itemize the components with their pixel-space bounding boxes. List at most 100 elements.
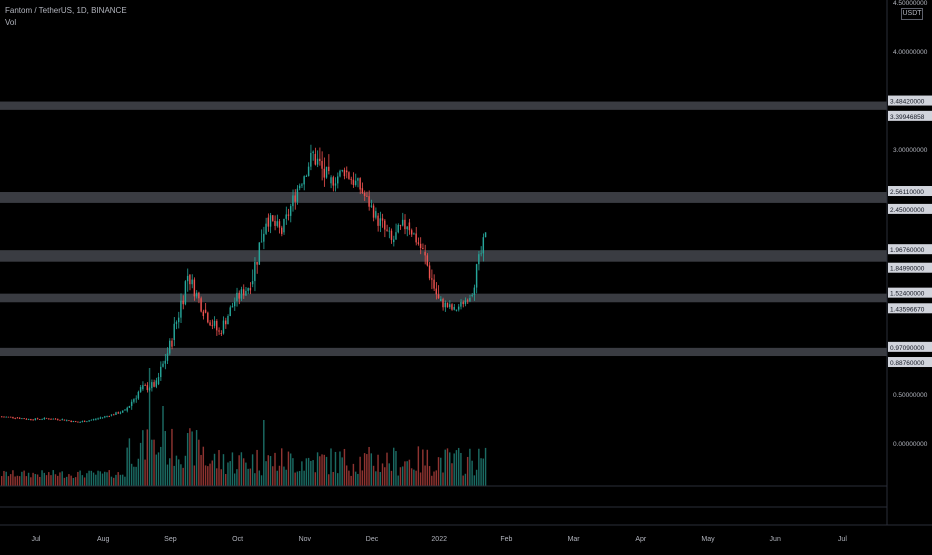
volume-bar: [153, 439, 155, 486]
zone-band-2: [0, 250, 887, 262]
candle-body: [41, 419, 43, 420]
candle-body: [460, 302, 462, 307]
candle-body: [195, 292, 198, 297]
candle: [57, 418, 59, 421]
candle-body: [92, 419, 95, 420]
candle: [200, 296, 202, 313]
candle: [386, 224, 388, 232]
volume-bar: [312, 460, 314, 486]
candle-body: [258, 242, 261, 265]
candle-body: [211, 325, 213, 327]
volume-bar: [207, 466, 209, 486]
volume-bar: [278, 465, 281, 486]
volume-bar: [133, 466, 135, 486]
volume-bar: [88, 470, 90, 486]
volume-bar: [157, 452, 160, 486]
candle-body: [5, 416, 7, 418]
volume-bar: [473, 475, 476, 486]
currency-badge[interactable]: USDT: [901, 8, 923, 20]
volume-bar: [204, 465, 207, 486]
candle: [227, 314, 229, 325]
candle: [296, 185, 299, 205]
candle: [428, 262, 431, 281]
candle: [34, 418, 37, 421]
volume-bar: [41, 470, 43, 486]
candle: [14, 417, 16, 420]
candle-body: [451, 304, 453, 310]
candle-body: [182, 300, 184, 305]
candle: [316, 150, 319, 168]
volume-bar: [395, 451, 397, 486]
volume-bar: [294, 472, 296, 486]
candle-body: [68, 420, 70, 422]
zone-high-label: 0.97090000: [890, 345, 925, 352]
volume-bar: [386, 452, 388, 486]
price-axis: 4.50000000 4.00000000 3.00000000 0.50000000…: [893, 0, 928, 448]
candle-body: [121, 410, 124, 413]
volume-bar: [101, 473, 104, 486]
candle: [249, 282, 252, 295]
candle-body: [77, 421, 79, 423]
candle-body: [180, 300, 182, 318]
time-tick-label: Jul: [32, 536, 41, 543]
candle-body: [305, 175, 308, 177]
candle: [368, 190, 370, 211]
volume-bar: [352, 463, 355, 486]
candle: [86, 421, 88, 423]
candle-body: [375, 211, 377, 218]
zone-price-labels: 3.48420000 3.39946858 2.56110000 2.45000000…: [888, 95, 932, 368]
volume-bar: [298, 471, 301, 486]
candle: [352, 172, 355, 188]
volume-bar: [229, 461, 231, 486]
candle-body: [484, 232, 487, 238]
price-tick-label: 0.50000000: [893, 392, 928, 399]
candle: [446, 302, 449, 308]
volume-bar: [110, 476, 113, 486]
candle-body: [437, 294, 440, 299]
zone-label-pair-1: 2.56110000 2.45000000: [888, 186, 932, 214]
candle-body: [370, 205, 373, 207]
volume-bar: [379, 471, 381, 486]
candle: [323, 157, 325, 187]
candle: [292, 189, 294, 212]
volume-bar: [45, 475, 48, 486]
volume-bar: [410, 468, 413, 486]
candle: [417, 237, 420, 246]
candle-body: [482, 237, 485, 254]
candle-body: [410, 230, 413, 235]
candle-body: [384, 220, 386, 230]
volume-bar: [339, 451, 341, 486]
candle: [21, 417, 23, 420]
volume-bar: [384, 467, 386, 486]
zone-label-bg: [888, 287, 932, 298]
candle: [350, 176, 352, 185]
candle-body: [440, 299, 442, 301]
candle-body: [473, 287, 476, 295]
candle: [422, 243, 424, 250]
volume-bar: [316, 452, 319, 486]
volume-bar: [274, 452, 276, 486]
volume-bar: [254, 473, 256, 486]
candle: [216, 319, 218, 336]
candle-body: [115, 412, 117, 415]
volume-bar: [334, 451, 337, 486]
candle-body: [453, 306, 455, 310]
candle-body: [222, 320, 225, 334]
candle: [482, 233, 485, 262]
candle-body: [433, 279, 435, 289]
volume-bar: [260, 475, 263, 486]
zone-low-label: 2.45000000: [890, 207, 925, 214]
volume-bar: [381, 463, 384, 486]
candle-body: [413, 233, 415, 235]
volume-bar: [357, 473, 359, 486]
volume-bar: [139, 442, 142, 486]
candle: [301, 182, 303, 189]
candle: [330, 175, 332, 189]
candle-body: [399, 224, 402, 226]
price-tick-label: 4.50000000: [893, 0, 928, 7]
candle: [366, 191, 368, 197]
candle: [451, 303, 453, 311]
candle: [189, 274, 191, 291]
candle: [204, 303, 207, 314]
